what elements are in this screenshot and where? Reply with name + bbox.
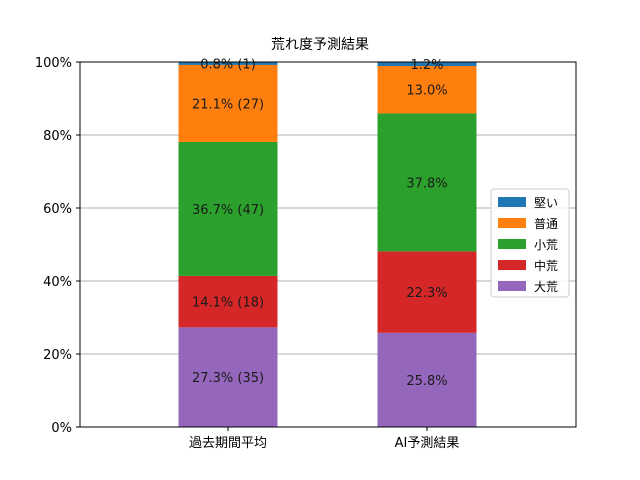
bar-segment bbox=[178, 64, 278, 142]
bar-value-label: 1.2% bbox=[410, 58, 443, 73]
y-tick-label: 60% bbox=[43, 202, 72, 217]
y-tick-label: 0% bbox=[51, 421, 72, 436]
bar-segment bbox=[377, 61, 477, 67]
chart-title: 荒れ度予測結果 bbox=[271, 37, 369, 53]
bar-value-label: 25.8% bbox=[406, 374, 447, 389]
x-tick-label: AI予測結果 bbox=[395, 436, 460, 451]
bar-segment bbox=[377, 113, 477, 252]
bar-segment bbox=[377, 251, 477, 333]
bar-segment bbox=[377, 66, 477, 114]
y-tick-label: 20% bbox=[43, 348, 72, 363]
axes: 0% 20% 40% 60% 80% 100% 過去期間平均 AI予測結果 bbox=[35, 56, 460, 451]
legend-swatch bbox=[498, 239, 526, 249]
legend-swatch bbox=[498, 218, 526, 228]
bar-segment bbox=[178, 327, 278, 427]
bar-segment bbox=[178, 275, 278, 328]
y-tick-label: 40% bbox=[43, 275, 72, 290]
bar-value-label: 22.3% bbox=[406, 286, 447, 301]
bar-segment bbox=[377, 332, 477, 427]
legend-swatch bbox=[498, 281, 526, 291]
legend-label: 小荒 bbox=[534, 238, 558, 252]
legend-label: 大荒 bbox=[534, 280, 558, 294]
x-tick-label: 過去期間平均 bbox=[189, 436, 267, 451]
legend-label: 堅い bbox=[534, 196, 558, 210]
y-tick-label: 80% bbox=[43, 129, 72, 144]
bar-value-label: 14.1% (18) bbox=[192, 296, 264, 311]
bar-value-label: 13.0% bbox=[406, 84, 447, 99]
bar-value-label: 36.7% (47) bbox=[192, 203, 264, 218]
plot-frame bbox=[79, 61, 577, 428]
legend-label: 普通 bbox=[534, 217, 558, 231]
bar-value-label: 0.8% (1) bbox=[200, 57, 256, 72]
data-labels: 27.3% (35) 14.1% (18) 36.7% (47) 21.1% (27)… bbox=[192, 57, 448, 388]
bar-value-label: 27.3% (35) bbox=[192, 371, 264, 386]
bars bbox=[178, 61, 477, 427]
legend-label: 中荒 bbox=[534, 258, 558, 273]
legend-swatch bbox=[498, 197, 526, 207]
y-tick-label: 100% bbox=[35, 56, 72, 71]
legend-swatch bbox=[498, 260, 526, 270]
bar-value-label: 37.8% bbox=[406, 176, 447, 191]
bar-value-label: 21.1% (27) bbox=[192, 97, 264, 112]
bar-segment bbox=[178, 141, 278, 276]
bar-segment bbox=[178, 62, 278, 65]
